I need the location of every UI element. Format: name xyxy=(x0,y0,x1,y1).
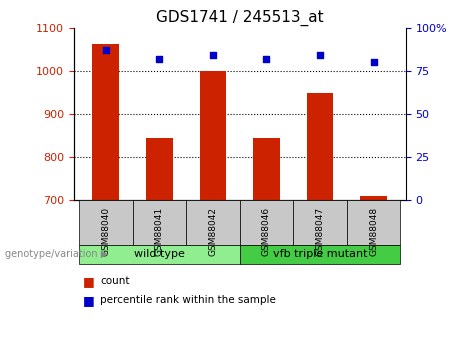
Text: GSM88040: GSM88040 xyxy=(101,207,110,256)
Text: count: count xyxy=(100,276,130,286)
Text: ■: ■ xyxy=(83,275,95,288)
Point xyxy=(370,59,377,65)
Bar xyxy=(307,93,333,200)
Text: wild type: wild type xyxy=(134,249,185,259)
Point xyxy=(263,56,270,61)
Bar xyxy=(360,196,387,200)
Point xyxy=(156,56,163,61)
Title: GDS1741 / 245513_at: GDS1741 / 245513_at xyxy=(156,10,324,26)
Point xyxy=(316,52,324,58)
Text: vfb triple mutant: vfb triple mutant xyxy=(273,249,367,259)
Text: percentile rank within the sample: percentile rank within the sample xyxy=(100,295,277,305)
Bar xyxy=(253,138,280,200)
Bar xyxy=(146,138,173,200)
Text: GSM88041: GSM88041 xyxy=(155,207,164,256)
Text: GSM88046: GSM88046 xyxy=(262,207,271,256)
Point xyxy=(102,47,110,53)
Text: genotype/variation ▶: genotype/variation ▶ xyxy=(5,249,108,259)
Text: GSM88048: GSM88048 xyxy=(369,207,378,256)
Bar xyxy=(200,71,226,200)
Point xyxy=(209,52,217,58)
Text: GSM88042: GSM88042 xyxy=(208,207,218,256)
Bar xyxy=(93,43,119,200)
Text: GSM88047: GSM88047 xyxy=(315,207,325,256)
Text: ■: ■ xyxy=(83,294,95,307)
